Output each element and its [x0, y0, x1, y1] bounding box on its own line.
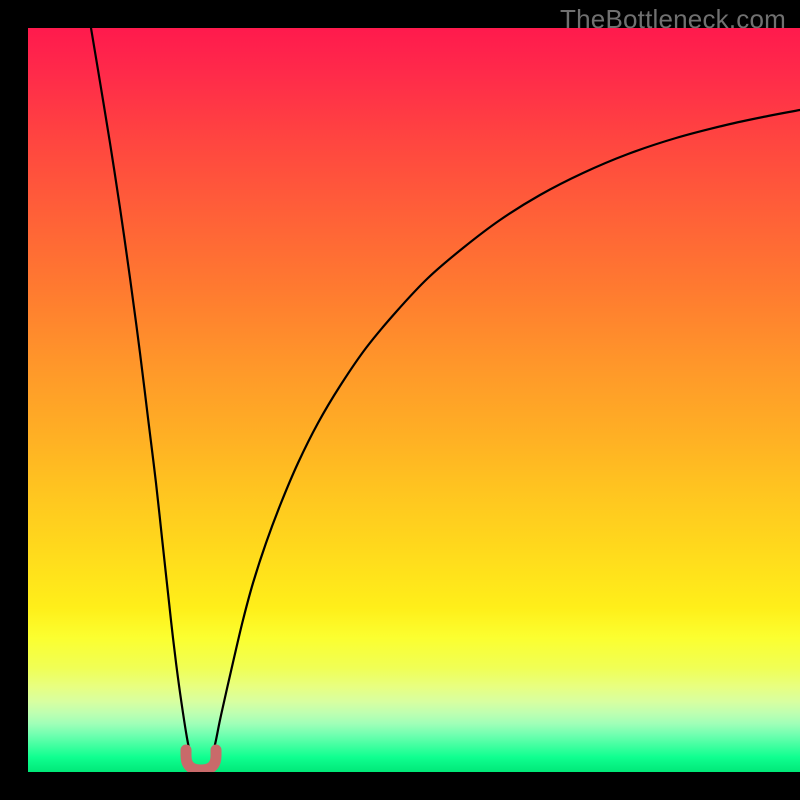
bottleneck-chart: TheBottleneck.com: [0, 0, 800, 800]
watermark-text: TheBottleneck.com: [560, 4, 786, 35]
chart-svg: [0, 0, 800, 800]
heat-gradient: [28, 28, 800, 772]
